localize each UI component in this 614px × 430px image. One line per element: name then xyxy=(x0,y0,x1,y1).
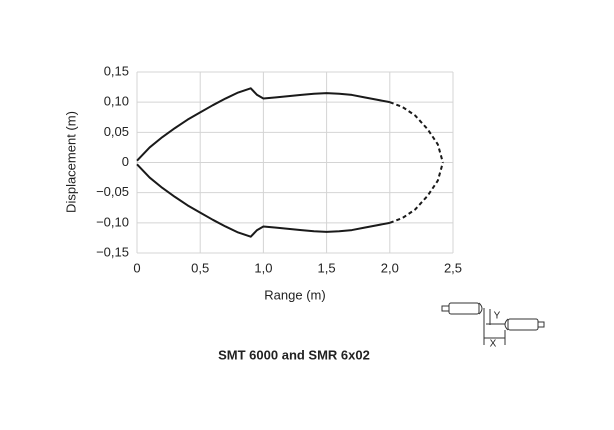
x-axis-label: Range (m) xyxy=(264,287,325,302)
sensor-right-cap xyxy=(537,321,545,328)
annotation: X xyxy=(490,339,497,350)
annotation: Y xyxy=(494,311,501,322)
y-tick-label: 0,15 xyxy=(104,63,129,78)
sensor-left-lens xyxy=(478,302,483,315)
line-series xyxy=(136,163,390,238)
y-axis-label: Displacement (m) xyxy=(63,111,78,213)
y-tick-label: −0,15 xyxy=(96,244,129,259)
x-tick-label: 2,0 xyxy=(381,260,399,275)
chart-title: SMT 6000 and SMR 6x02 xyxy=(218,347,370,362)
x-tick-label: 0 xyxy=(133,260,140,275)
y-tick-label: 0,05 xyxy=(104,124,129,139)
y-tick-label: −0,05 xyxy=(96,184,129,199)
line-series xyxy=(136,87,390,162)
y-tick-label: 0 xyxy=(122,154,129,169)
y-tick-label: −0,10 xyxy=(96,214,129,229)
sensor-left xyxy=(448,302,480,315)
x-tick-label: 1,5 xyxy=(318,260,336,275)
y-tick-label: 0,10 xyxy=(104,94,129,109)
line-series xyxy=(389,101,444,163)
sensor-diagram xyxy=(441,302,545,345)
x-tick-label: 0,5 xyxy=(191,260,209,275)
sensor-left-cap xyxy=(441,305,450,312)
line-series xyxy=(389,162,444,224)
sensor-right xyxy=(507,318,539,331)
x-tick-label: 2,5 xyxy=(444,260,462,275)
x-tick-label: 1,0 xyxy=(254,260,272,275)
